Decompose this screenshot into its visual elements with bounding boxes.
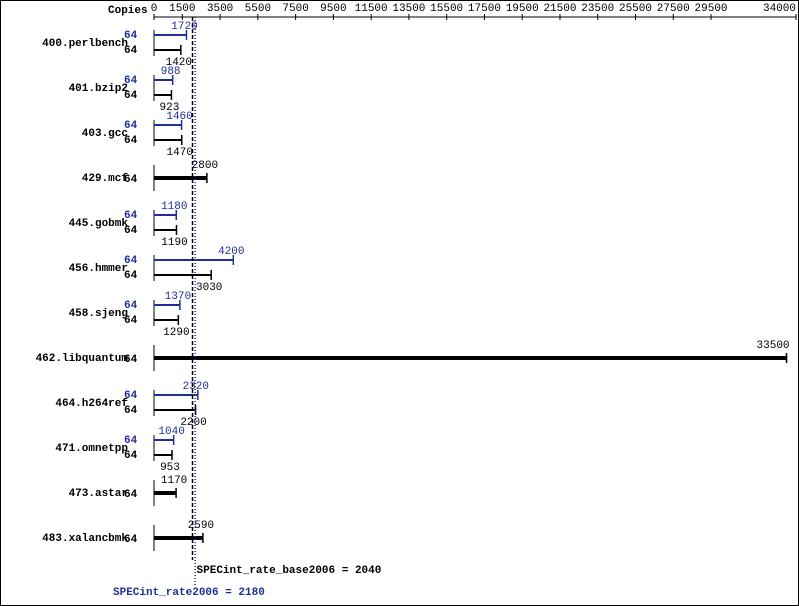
copies: 64: [124, 300, 138, 312]
value-label: 3030: [196, 282, 222, 294]
copies: 64: [124, 315, 138, 327]
x-tick-label: 0: [151, 3, 158, 15]
x-tick-label: 7500: [282, 3, 308, 15]
x-tick-label: 27500: [657, 3, 690, 15]
copies: 64: [124, 435, 138, 447]
category-label: 458.sjeng: [69, 308, 128, 320]
value-label: 4200: [218, 246, 244, 258]
x-tick-label: 19500: [506, 3, 539, 15]
value-label: 1720: [171, 21, 197, 33]
copies: 64: [124, 30, 138, 42]
category-label: 471.omnetpp: [55, 443, 128, 455]
reference-label: SPECint_rate_base2006 = 2040: [197, 565, 382, 577]
copies: 64: [124, 354, 138, 366]
copies: 64: [124, 225, 138, 237]
value-label: 923: [160, 102, 180, 114]
copies-header: Copies: [108, 5, 148, 17]
category-label: 403.gcc: [82, 128, 128, 140]
copies: 64: [124, 45, 138, 57]
x-tick-label: 15500: [430, 3, 463, 15]
x-tick-label: 9500: [320, 3, 346, 15]
copies: 64: [124, 174, 138, 186]
x-tick-label: 17500: [468, 3, 501, 15]
category-label: 400.perlbench: [42, 38, 128, 50]
value-label: 1170: [161, 475, 187, 487]
copies: 64: [124, 405, 138, 417]
copies: 64: [124, 534, 138, 546]
x-tick-label: 3500: [207, 3, 233, 15]
value-label: 1370: [165, 291, 191, 303]
copies: 64: [124, 75, 138, 87]
x-tick-label: 29500: [695, 3, 728, 15]
copies: 64: [124, 489, 138, 501]
copies: 64: [124, 270, 138, 282]
category-label: 464.h264ref: [55, 398, 128, 410]
reference-label: SPECint_rate2006 = 2180: [113, 587, 265, 599]
x-tick-label: 23500: [581, 3, 614, 15]
copies: 64: [124, 120, 138, 132]
value-label: 2200: [180, 417, 206, 429]
copies: 64: [124, 90, 138, 102]
category-label: 483.xalancbmk: [42, 533, 128, 545]
copies: 64: [124, 450, 138, 462]
value-label: 988: [161, 66, 181, 78]
value-label: 1290: [163, 327, 189, 339]
value-label: 33500: [757, 340, 790, 352]
value-label: 1180: [161, 201, 187, 213]
category-label: 401.bzip2: [69, 83, 128, 95]
x-tick-label: 25500: [619, 3, 652, 15]
x-tick-label: 5500: [245, 3, 271, 15]
x-tick-label: 1500: [169, 3, 195, 15]
copies: 64: [124, 210, 138, 222]
category-label: 462.libquantum: [36, 353, 129, 365]
category-label: 429.mcf: [82, 173, 129, 185]
category-label: 445.gobmk: [69, 218, 129, 230]
x-tick-label: 21500: [543, 3, 576, 15]
x-tick-label: 13500: [392, 3, 425, 15]
value-label: 1190: [161, 237, 187, 249]
category-label: 473.astar: [69, 488, 128, 500]
value-label: 2800: [192, 160, 218, 172]
value-label: 953: [160, 462, 180, 474]
value-label: 1460: [166, 111, 192, 123]
value-label: 1040: [158, 426, 184, 438]
x-tick-label: 11500: [355, 3, 388, 15]
value-label: 1470: [167, 147, 193, 159]
copies: 64: [124, 255, 138, 267]
category-label: 456.hmmer: [69, 263, 128, 275]
copies: 64: [124, 135, 138, 147]
copies: 64: [124, 390, 138, 402]
x-tick-label: 34000: [763, 3, 796, 15]
value-label: 2590: [188, 520, 214, 532]
value-label: 1420: [166, 57, 192, 69]
